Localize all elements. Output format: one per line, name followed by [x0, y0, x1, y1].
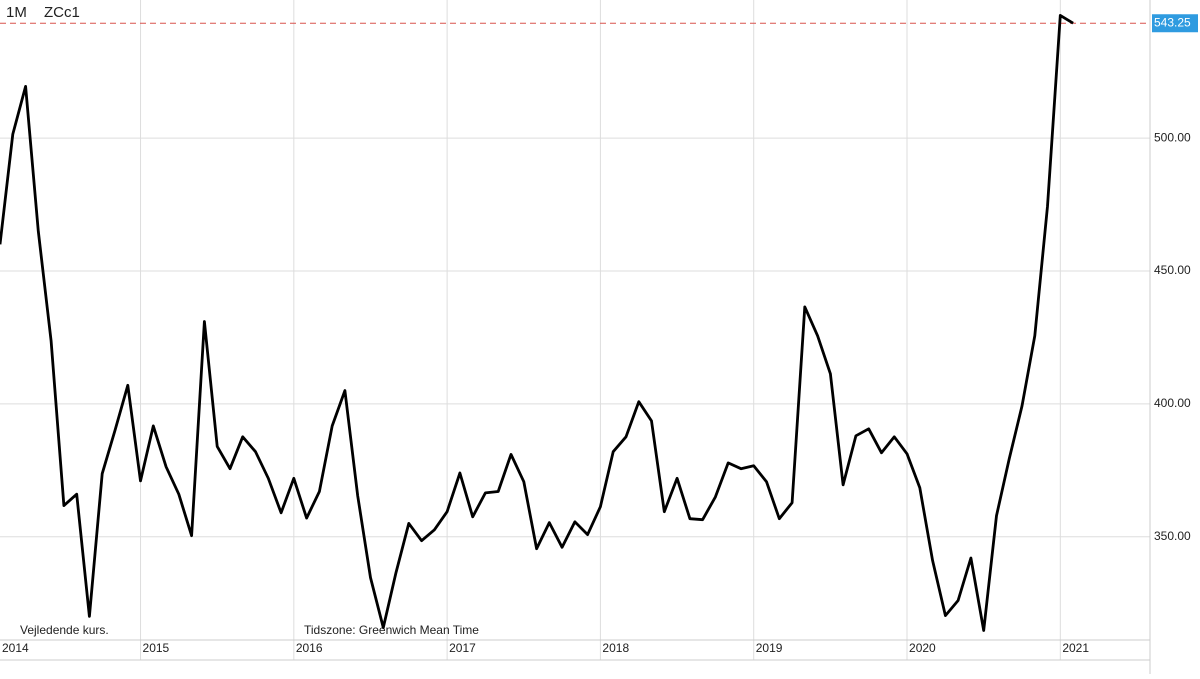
x-tick-label: 2020 — [909, 641, 936, 655]
x-tick-label: 2017 — [449, 641, 476, 655]
interval: 1M — [6, 4, 27, 21]
x-tick-label: 2015 — [143, 641, 170, 655]
y-tick-label: 500.00 — [1154, 130, 1191, 144]
grid — [0, 0, 1150, 660]
y-tick-label: 400.00 — [1154, 396, 1191, 410]
price-line — [0, 14, 1074, 632]
note: Tidszone: Greenwich Mean Time — [304, 623, 479, 637]
x-tick-label: 2018 — [602, 641, 629, 655]
y-tick-label: 450.00 — [1154, 263, 1191, 277]
y-tick-label: 350.00 — [1154, 529, 1191, 543]
price-badge — [1152, 14, 1198, 33]
price-badge-label: 543.25 — [1154, 15, 1191, 29]
x-tick-label: 2021 — [1062, 641, 1089, 655]
symbol: ZCc1 — [44, 4, 80, 21]
x-tick-label: 2014 — [2, 641, 29, 655]
note: Vejledende kurs. — [20, 623, 109, 637]
x-tick-label: 2019 — [756, 641, 783, 655]
x-tick-label: 2016 — [296, 641, 323, 655]
